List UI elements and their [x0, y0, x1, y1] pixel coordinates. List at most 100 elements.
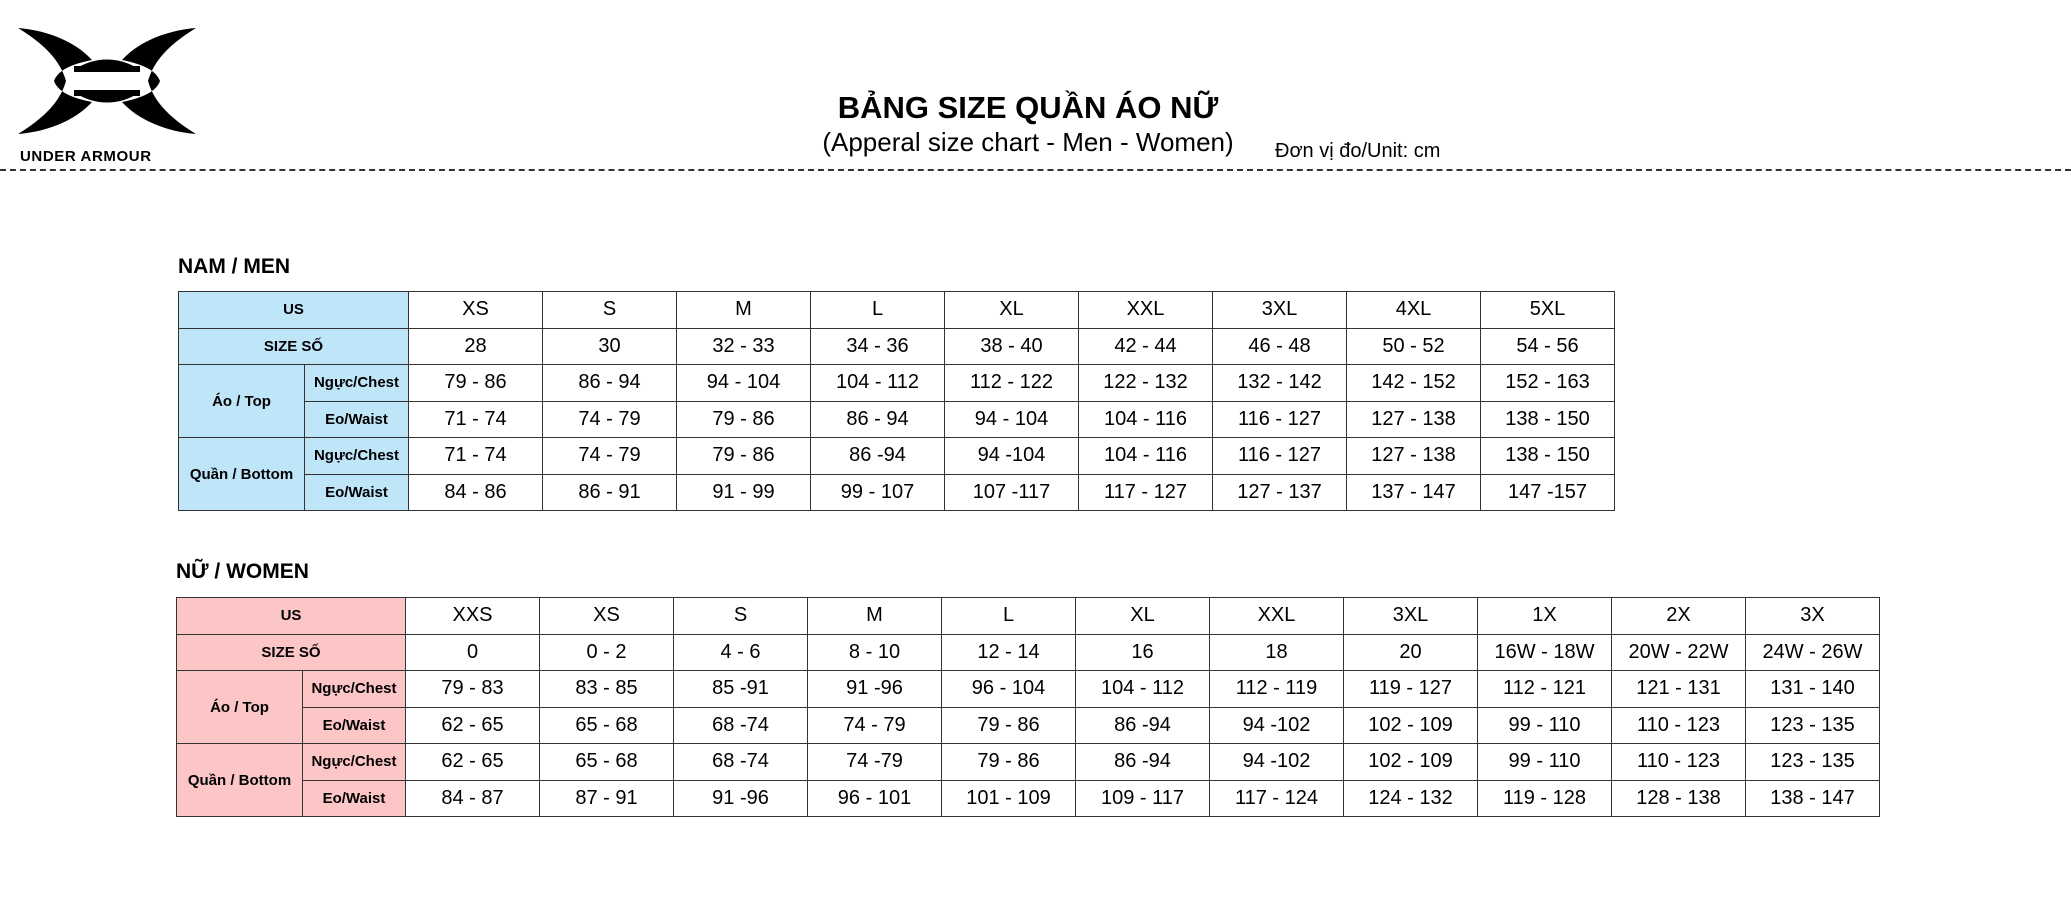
page-subtitle: (Apperal size chart - Men - Women): [822, 127, 1234, 157]
size-cell: 127 - 138: [1346, 400, 1481, 438]
size-cell: 79 - 86: [676, 437, 811, 475]
size-cell: XXS: [405, 597, 540, 635]
table-row: Áo / Top Ngực/Chest 79 - 86 86 - 94 94 - 104…: [178, 364, 1615, 438]
size-cell: 110 - 123: [1611, 743, 1746, 781]
size-cell: 16W - 18W: [1477, 633, 1612, 671]
size-cell: 0 - 2: [539, 633, 674, 671]
size-cell: 28: [408, 327, 543, 365]
men-section-title: NAM / MEN: [178, 255, 290, 278]
women-section-title: NỮ / WOMEN: [176, 560, 309, 583]
size-cell: 74 -79: [807, 743, 942, 781]
size-cell: 65 - 68: [539, 743, 674, 781]
size-cell: 79 - 86: [408, 364, 543, 402]
size-cell: 94 -102: [1209, 706, 1344, 744]
size-cell: 104 - 116: [1078, 400, 1213, 438]
size-cell: XS: [539, 597, 674, 635]
waist-label: Eo/Waist: [304, 400, 409, 438]
size-cell: 20: [1343, 633, 1478, 671]
size-cell: 112 - 121: [1477, 670, 1612, 708]
table-row: US XXS XS S M L XL XXL 3XL 1X 2X 3X: [176, 597, 1880, 635]
size-cell: 94 - 104: [944, 400, 1079, 438]
size-cell: 42 - 44: [1078, 327, 1213, 365]
table-row: Eo/Waist 62 - 65 65 - 68 68 -74 74 - 79 79 - …: [177, 706, 1880, 744]
table-row: Eo/Waist 71 - 74 74 - 79 79 - 86 86 - 94 94 -…: [179, 400, 1615, 438]
chest-label: Ngực/Chest: [302, 670, 406, 708]
size-cell: 38 - 40: [944, 327, 1079, 365]
size-cell: S: [542, 291, 677, 329]
size-cell: 117 - 127: [1078, 473, 1213, 511]
size-cell: M: [676, 291, 811, 329]
size-cell: 1X: [1477, 597, 1612, 635]
waist-label: Eo/Waist: [302, 706, 406, 744]
size-cell: 54 - 56: [1480, 327, 1615, 365]
size-cell: 99 - 110: [1477, 743, 1612, 781]
size-cell: 112 - 119: [1209, 670, 1344, 708]
size-cell: 102 - 109: [1343, 706, 1478, 744]
size-cell: 3X: [1745, 597, 1880, 635]
size-cell: 71 - 74: [408, 437, 543, 475]
size-cell: 128 - 138: [1611, 779, 1746, 817]
size-cell: 94 -104: [944, 437, 1079, 475]
size-cell: 137 - 147: [1346, 473, 1481, 511]
size-cell: 116 - 127: [1212, 400, 1347, 438]
size-label: SIZE SỐ: [176, 633, 406, 671]
size-cell: 86 -94: [1075, 743, 1210, 781]
size-cell: 79 - 86: [941, 743, 1076, 781]
size-cell: 99 - 110: [1477, 706, 1612, 744]
unit-label: Đơn vị đo/Unit: cm: [1275, 140, 1441, 162]
waist-label: Eo/Waist: [304, 473, 409, 511]
size-cell: 8 - 10: [807, 633, 942, 671]
chest-label: Ngực/Chest: [302, 743, 406, 781]
size-cell: 86 -94: [1075, 706, 1210, 744]
size-cell: 138 - 150: [1480, 437, 1615, 475]
size-cell: 142 - 152: [1346, 364, 1481, 402]
size-cell: 16: [1075, 633, 1210, 671]
size-cell: 131 - 140: [1745, 670, 1880, 708]
top-group-label: Áo / Top: [176, 670, 303, 744]
table-row: Áo / Top Ngực/Chest 79 - 83 83 - 85 85 -91 91…: [176, 670, 1880, 744]
size-cell: 34 - 36: [810, 327, 945, 365]
size-cell: 94 -102: [1209, 743, 1344, 781]
waist-label: Eo/Waist: [302, 779, 406, 817]
size-cell: 127 - 138: [1346, 437, 1481, 475]
size-cell: 101 - 109: [941, 779, 1076, 817]
size-cell: 4XL: [1346, 291, 1481, 329]
size-cell: 74 - 79: [542, 437, 677, 475]
size-cell: XXL: [1078, 291, 1213, 329]
bottom-group-label: Quần / Bottom: [176, 743, 303, 817]
size-cell: 122 - 132: [1078, 364, 1213, 402]
table-row: Eo/Waist 84 - 87 87 - 91 91 -96 96 - 101 101 …: [177, 779, 1880, 817]
size-cell: 50 - 52: [1346, 327, 1481, 365]
size-cell: 107 -117: [944, 473, 1079, 511]
size-cell: 152 - 163: [1480, 364, 1615, 402]
under-armour-logo: [18, 28, 196, 134]
size-cell: 83 - 85: [539, 670, 674, 708]
size-cell: 5XL: [1480, 291, 1615, 329]
size-cell: XS: [408, 291, 543, 329]
size-cell: 62 - 65: [405, 706, 540, 744]
size-cell: 116 - 127: [1212, 437, 1347, 475]
size-cell: 86 -94: [810, 437, 945, 475]
size-cell: S: [673, 597, 808, 635]
size-cell: 96 - 104: [941, 670, 1076, 708]
size-cell: 96 - 101: [807, 779, 942, 817]
size-cell: 85 -91: [673, 670, 808, 708]
size-cell: 91 - 99: [676, 473, 811, 511]
size-cell: 79 - 86: [941, 706, 1076, 744]
size-cell: L: [941, 597, 1076, 635]
size-cell: 4 - 6: [673, 633, 808, 671]
size-cell: 119 - 127: [1343, 670, 1478, 708]
size-cell: 104 - 116: [1078, 437, 1213, 475]
size-cell: 147 -157: [1480, 473, 1615, 511]
size-cell: 121 - 131: [1611, 670, 1746, 708]
size-cell: 32 - 33: [676, 327, 811, 365]
size-cell: 138 - 150: [1480, 400, 1615, 438]
table-row: Eo/Waist 84 - 86 86 - 91 91 - 99 99 - 107 107…: [179, 473, 1615, 511]
size-cell: 127 - 137: [1212, 473, 1347, 511]
us-label: US: [178, 291, 409, 329]
size-cell: 68 -74: [673, 743, 808, 781]
size-cell: 86 - 91: [542, 473, 677, 511]
size-cell: 117 - 124: [1209, 779, 1344, 817]
size-cell: M: [807, 597, 942, 635]
